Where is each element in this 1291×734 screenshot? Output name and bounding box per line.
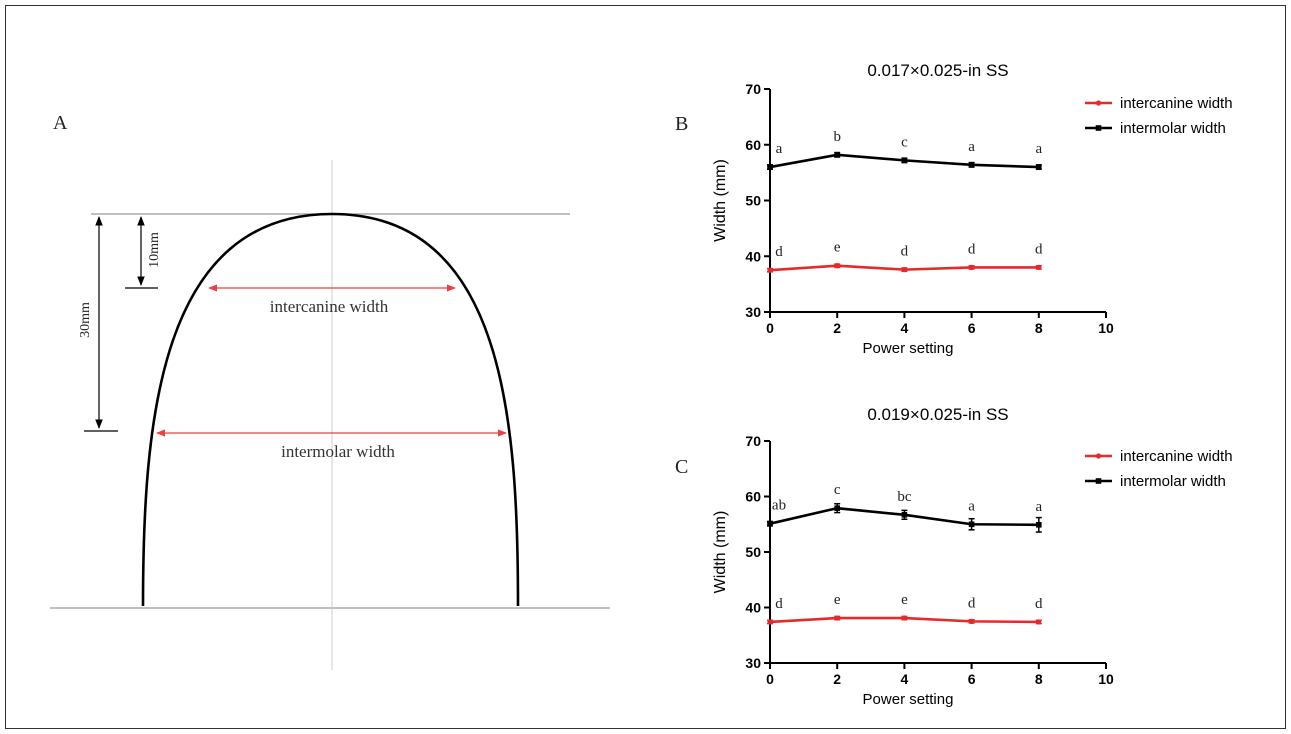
chart-c-y-tick-label: 40	[745, 600, 761, 616]
chart-b-x-tick-label: 10	[1098, 320, 1114, 336]
panel-a-arch-diagram: A 10mm 30mm intercanine width intermolar…	[50, 112, 610, 670]
chart-b-intercanine-significance-letter: d	[968, 241, 976, 257]
chart-c-intercanine-significance-letter: e	[834, 592, 841, 608]
chart-b-y-axis-label: Width (mm)	[712, 159, 729, 242]
chart-b-intercanine-point	[1036, 264, 1042, 270]
chart-c-legend-intercanine-marker	[1095, 453, 1102, 459]
chart-b-intercanine-point	[767, 267, 773, 273]
chart-c-x-tick-label: 2	[833, 671, 841, 687]
chart-c-intermolar-significance-letter: a	[1035, 499, 1042, 515]
chart-c-intermolar-significance-letter: ab	[772, 498, 786, 514]
chart-c-intercanine-point	[901, 615, 908, 621]
chart-c-x-tick-label: 4	[901, 671, 909, 687]
chart-b-title: 0.017×0.025-in SS	[867, 61, 1008, 80]
chart-b-x-tick-label: 0	[766, 320, 774, 336]
chart-c-intermolar-point	[968, 521, 975, 528]
chart-c-intermolar-significance-letter: c	[834, 482, 841, 498]
chart-b-intermolar-significance-letter: c	[901, 134, 908, 150]
chart-b-intercanine-significance-letter: d	[1035, 241, 1043, 257]
chart-c-y-tick-label: 30	[745, 655, 761, 671]
chart-b-intercanine-significance-letter: d	[901, 244, 909, 260]
chart-b-legend-intermolar-label: intermolar width	[1120, 120, 1226, 137]
chart-c-intercanine-point	[969, 618, 975, 624]
chart-c-intercanine-point	[767, 619, 773, 625]
panel-c-chart: C 0.019×0.025-in SS 30 40 50 60 70 0 2 4 6 8 10 Powe…	[675, 405, 1233, 708]
chart-c-y-tick-label: 70	[745, 433, 761, 449]
panel-a-letter: A	[53, 112, 68, 134]
chart-b-y-tick-label: 30	[745, 304, 761, 320]
chart-c-title: 0.019×0.025-in SS	[867, 405, 1008, 424]
chart-b-intermolar-point	[834, 151, 840, 158]
chart-c-legend-intermolar-marker	[1095, 478, 1102, 484]
panel-b-letter: B	[675, 113, 688, 135]
chart-c-y-tick-label: 60	[745, 489, 761, 505]
chart-b-intermolar-significance-letter: a	[968, 139, 975, 155]
chart-c-intercanine-significance-letter: d	[968, 595, 976, 611]
chart-b-x-tick-label: 8	[1035, 320, 1043, 336]
chart-b-x-axis-label: Power setting	[863, 340, 954, 357]
chart-c-x-tick-label: 10	[1098, 671, 1114, 687]
chart-c-intercanine-significance-letter: e	[901, 592, 908, 608]
chart-b-plot: 0.017×0.025-in SS 30 40 50 60 70 0 2 4 6 8 10 Power …	[712, 61, 1233, 357]
chart-b-intercanine-point	[901, 267, 908, 273]
chart-c-intermolar-significance-letter: bc	[897, 489, 912, 505]
chart-c-intermolar-point	[901, 512, 908, 518]
intermolar-label: intermolar width	[281, 442, 395, 461]
figure-border	[5, 5, 1286, 729]
chart-c-intercanine-significance-letter: d	[775, 596, 783, 612]
chart-c-intercanine-point	[834, 615, 840, 621]
chart-c-plot: 0.019×0.025-in SS 30 40 50 60 70 0 2 4 6 8 10 Power …	[712, 405, 1233, 708]
chart-b-intermolar-point	[767, 164, 773, 170]
chart-c-intercanine-point	[1036, 619, 1042, 625]
panel-c-letter: C	[675, 456, 688, 478]
panel-b-chart: B 0.017×0.025-in SS 30 40 50 60 70 0 2 4 6 8 10 Powe…	[675, 61, 1233, 357]
chart-c-legend-intercanine-label: intercanine width	[1120, 448, 1233, 465]
chart-b-intermolar-significance-letter: a	[776, 141, 783, 157]
chart-c-intermolar-point	[1036, 522, 1042, 528]
chart-b-intercanine-point	[969, 264, 975, 270]
chart-b-y-tick-label: 50	[745, 193, 761, 209]
chart-b-intercanine-significance-letter: e	[834, 240, 841, 256]
chart-c-intermolar-significance-letter: a	[968, 498, 975, 514]
chart-c-y-tick-label: 50	[745, 544, 761, 560]
chart-c-y-axis-label: Width (mm)	[712, 511, 729, 594]
chart-b-intermolar-significance-letter: a	[1035, 141, 1042, 157]
chart-c-x-tick-label: 6	[968, 671, 976, 687]
intercanine-label: intercanine width	[270, 297, 389, 316]
chart-b-intercanine-point	[834, 263, 840, 269]
chart-b-intermolar-point	[1036, 164, 1042, 170]
chart-c-x-tick-label: 8	[1035, 671, 1043, 687]
chart-b-x-tick-label: 6	[968, 320, 976, 336]
arch-curve	[141, 212, 520, 607]
chart-b-intermolar-significance-letter: b	[833, 129, 841, 145]
chart-b-y-tick-label: 70	[745, 81, 761, 97]
chart-c-intermolar-point	[767, 520, 773, 527]
dim-30mm-label: 30mm	[78, 302, 93, 338]
chart-b-legend-intermolar-marker	[1095, 125, 1102, 131]
chart-b-legend-intercanine-marker	[1095, 100, 1102, 106]
chart-c-intercanine-significance-letter: d	[1035, 596, 1043, 612]
chart-b-legend-intercanine-label: intercanine width	[1120, 95, 1233, 112]
chart-c-legend-intermolar-label: intermolar width	[1120, 473, 1226, 490]
chart-b-y-tick-label: 40	[745, 248, 761, 264]
chart-b-x-tick-label: 4	[901, 320, 909, 336]
chart-c-x-axis-label: Power setting	[863, 691, 954, 708]
chart-b-y-tick-label: 60	[745, 137, 761, 153]
chart-b-intercanine-significance-letter: d	[775, 244, 783, 260]
chart-b-intermolar-point	[901, 157, 908, 164]
chart-b-x-tick-label: 2	[833, 320, 841, 336]
chart-b-intermolar-point	[968, 162, 975, 168]
dim-10mm-label: 10mm	[147, 232, 162, 268]
chart-c-intermolar-point	[834, 505, 840, 511]
chart-c-x-tick-label: 0	[766, 671, 774, 687]
